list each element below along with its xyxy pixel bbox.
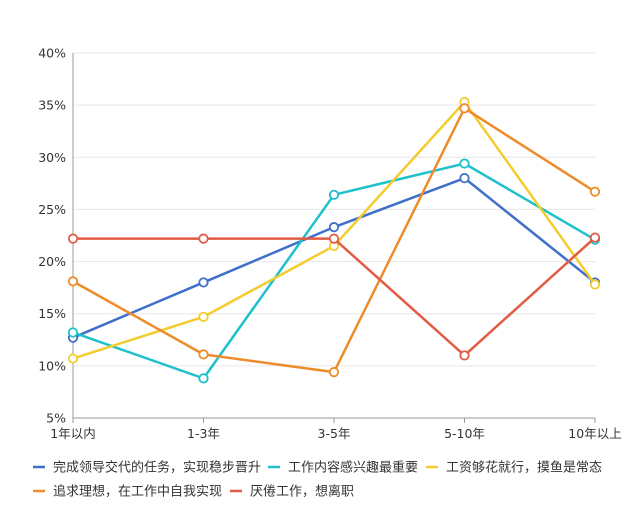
data-point [67,233,79,244]
y-tick-label: 35% [38,98,66,113]
data-point [198,233,209,244]
axes: 5% 10% 15% 20% 25% 30% 35% 40% 1年以内 1-3年 3-5年 5-10年… [38,46,622,442]
data-point [67,327,79,338]
legend-label: 工作内容感兴趣最重要 [288,460,418,476]
legend-item: 厌倦工作，想离职 [230,484,354,500]
data-point [328,233,340,244]
legend-label: 工资够花就行，摸鱼是常态 [446,460,602,476]
x-tick-label: 3-5年 [318,426,351,441]
y-tick-label: 15% [38,306,66,321]
x-tick-label: 1-3年 [187,426,220,441]
series-4 [67,103,601,378]
x-tick-label: 10年以上 [568,426,621,441]
y-tick-label: 5% [46,411,66,426]
legend-item: 完成领导交代的任务，实现稳步晋升 [33,460,261,476]
x-tick-label: 1年以内 [50,426,95,441]
legend: 完成领导交代的任务，实现稳步晋升 工作内容感兴趣最重要 工资够花就行，摸鱼是常态追求… [33,460,602,500]
data-point [589,279,601,290]
legend-item: 工作内容感兴趣最重要 [268,460,418,476]
data-point [328,222,340,233]
series-2 [67,158,601,384]
data-point [328,189,340,200]
data-point [328,367,340,378]
x-tick-label: 5-10年 [444,426,485,441]
data-point [589,186,601,197]
y-tick-label: 10% [38,358,66,373]
data-point [459,350,470,361]
series-lines [67,96,601,384]
legend-item: 工资够花就行，摸鱼是常态 [426,460,602,476]
data-point [459,173,470,184]
legend-label: 追求理想，在工作中自我实现 [53,484,222,500]
y-tick-label: 20% [38,254,66,269]
y-tick-label: 40% [38,46,66,61]
y-tick-label: 30% [38,150,66,165]
data-point [67,276,79,287]
data-point [67,353,79,364]
y-tick-label: 25% [38,202,66,217]
data-point [198,373,209,384]
grid-lines [73,52,595,367]
data-point [459,103,470,114]
legend-item: 追求理想，在工作中自我实现 [33,484,222,500]
data-point [459,158,470,169]
series-line [73,236,596,357]
data-point [198,349,209,360]
data-point [589,232,601,243]
legend-label: 完成领导交代的任务，实现稳步晋升 [53,460,261,476]
series-5 [67,232,601,361]
legend-label: 厌倦工作，想离职 [250,484,354,500]
data-point [198,311,209,322]
data-point [198,277,209,288]
